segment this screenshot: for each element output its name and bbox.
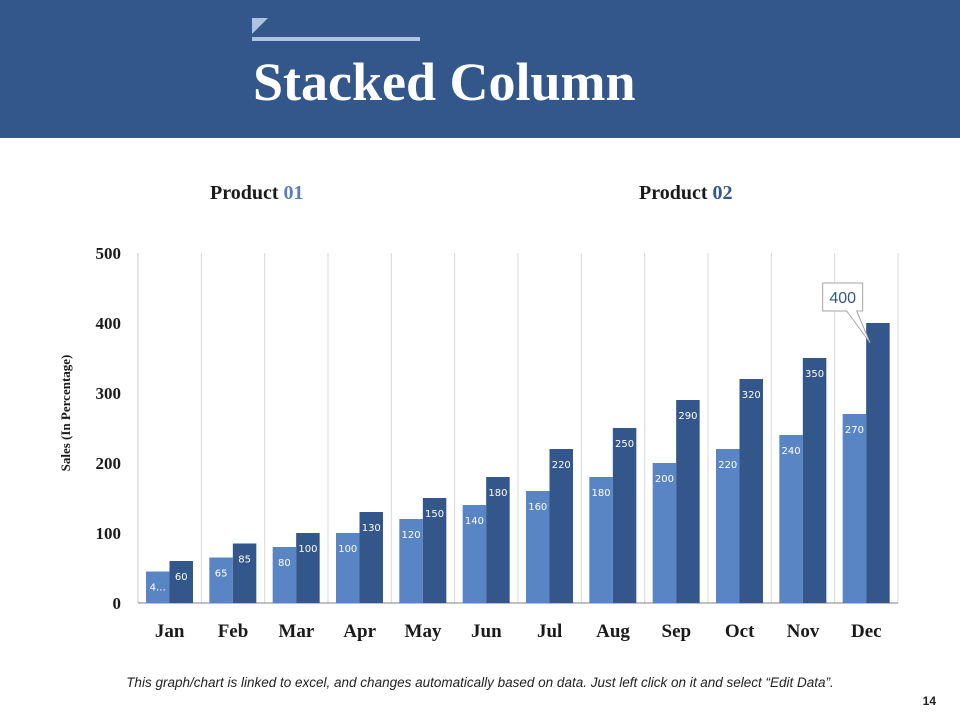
data-label-product-02: 60	[175, 572, 188, 583]
x-tick-label: Jan	[155, 621, 185, 642]
bar-product-01	[779, 435, 803, 603]
y-tick-label: 400	[96, 314, 122, 333]
y-axis-label: Sales (In Percentage)	[58, 355, 73, 472]
header-banner: Stacked Column	[0, 0, 960, 138]
bar-product-02	[486, 477, 510, 603]
data-label-product-01: 120	[402, 530, 421, 541]
bar-product-02	[359, 512, 383, 603]
slide-title: Stacked Column	[253, 52, 636, 112]
data-label-product-01: 240	[782, 446, 801, 457]
data-label-product-01: 65	[215, 569, 228, 580]
bar-product-01	[716, 449, 740, 603]
data-label-product-01: 4…	[150, 583, 166, 594]
y-tick-label: 300	[96, 384, 122, 403]
data-label-product-01: 80	[278, 558, 291, 569]
bar-product-02	[422, 498, 447, 603]
data-label-product-02: 130	[362, 523, 381, 534]
data-label-product-02: 85	[238, 555, 251, 566]
x-tick-label: Aug	[596, 621, 630, 642]
data-label-product-02: 100	[298, 544, 317, 555]
legend-product-02-word: Product	[639, 182, 708, 204]
legend-product-02: Product 02	[639, 182, 733, 205]
data-label-product-02: 220	[552, 460, 571, 471]
data-label-product-01: 100	[338, 544, 357, 555]
y-tick-label: 500	[96, 244, 122, 263]
bar-product-02	[612, 428, 637, 603]
bar-product-02	[739, 379, 763, 603]
bar-product-01	[146, 571, 170, 603]
data-label-product-01: 140	[465, 516, 484, 527]
legend-product-01: Product 01	[210, 182, 304, 205]
legend-product-02-number: 02	[712, 182, 733, 204]
bar-product-02	[169, 561, 193, 603]
x-tick-label: Apr	[343, 621, 376, 642]
data-label-product-02: 180	[488, 488, 507, 499]
bar-product-01	[399, 519, 423, 603]
callout-box	[822, 282, 871, 344]
bar-product-02	[296, 533, 320, 603]
bar-product-01	[652, 463, 677, 603]
data-label-product-01: 200	[655, 474, 674, 485]
bar-product-02	[866, 323, 890, 603]
x-tick-label: Jun	[471, 621, 502, 642]
bar-product-02	[232, 543, 257, 603]
x-tick-label: May	[405, 621, 442, 642]
data-label-product-02: 290	[678, 411, 697, 422]
bar-product-01	[462, 505, 487, 603]
data-label-product-02: 350	[805, 369, 824, 380]
bar-product-02	[676, 400, 700, 603]
bar-product-01	[589, 477, 613, 603]
data-label-product-01: 180	[592, 488, 611, 499]
legend-product-01-number: 01	[283, 182, 304, 204]
x-tick-label: Dec	[851, 621, 882, 642]
data-label-product-01: 270	[845, 425, 864, 436]
data-label-product-01: 220	[718, 460, 737, 471]
bar-product-02	[549, 449, 573, 603]
bar-product-01	[209, 557, 233, 603]
accent-line	[252, 37, 420, 41]
y-tick-label: 100	[96, 524, 122, 543]
bar-product-02	[802, 358, 827, 603]
y-tick-label: 0	[113, 594, 122, 613]
x-tick-label: Sep	[662, 621, 692, 642]
triangle-accent-icon	[252, 18, 268, 34]
footnote: This graph/chart is linked to excel, and…	[126, 675, 834, 690]
page-number: 14	[922, 694, 936, 708]
y-tick-label: 200	[96, 454, 122, 473]
x-tick-label: Oct	[725, 621, 755, 642]
x-tick-label: Jul	[537, 621, 562, 642]
callout-label: 400	[829, 290, 856, 307]
data-label-product-02: 320	[742, 390, 761, 401]
data-label-product-01: 160	[528, 502, 547, 513]
x-tick-label: Feb	[218, 621, 249, 642]
data-label-product-02: 250	[615, 439, 634, 450]
x-tick-label: Mar	[278, 621, 314, 642]
bar-product-01	[272, 547, 297, 603]
legend-product-01-word: Product	[210, 182, 279, 204]
bar-product-01	[336, 533, 360, 603]
bar-product-01	[842, 414, 867, 603]
bar-product-01	[526, 491, 550, 603]
data-label-product-02: 150	[425, 509, 444, 520]
x-tick-label: Nov	[787, 621, 820, 642]
